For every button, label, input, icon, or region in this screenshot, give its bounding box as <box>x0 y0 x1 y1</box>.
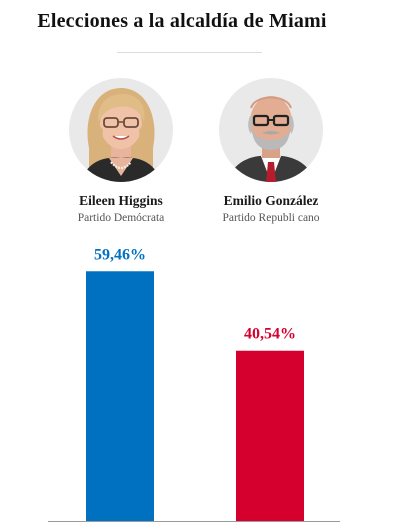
bar-2 <box>236 350 304 521</box>
candidate-name-higgins: Eileen Higgins <box>79 193 163 208</box>
candidate-party-gonzalez: Partido Republi cano <box>222 212 320 224</box>
bar-value-label-2: 40,54% <box>244 326 296 343</box>
bar-1 <box>86 271 154 521</box>
title-divider <box>117 52 262 53</box>
bar-value-label-1: 59,46% <box>94 246 146 263</box>
candidate-name-gonzalez: Emilio González <box>223 193 319 208</box>
avatar-woman-blonde-glasses-icon <box>69 78 173 182</box>
page-title: Elecciones a la alcaldía de Miami <box>37 10 327 32</box>
candidate-party-higgins: Partido Demócrata <box>77 212 165 224</box>
avatar-man-gray-beard-glasses-icon <box>219 78 323 182</box>
vote-bar-chart: 59,46% 40,54% <box>48 246 340 522</box>
